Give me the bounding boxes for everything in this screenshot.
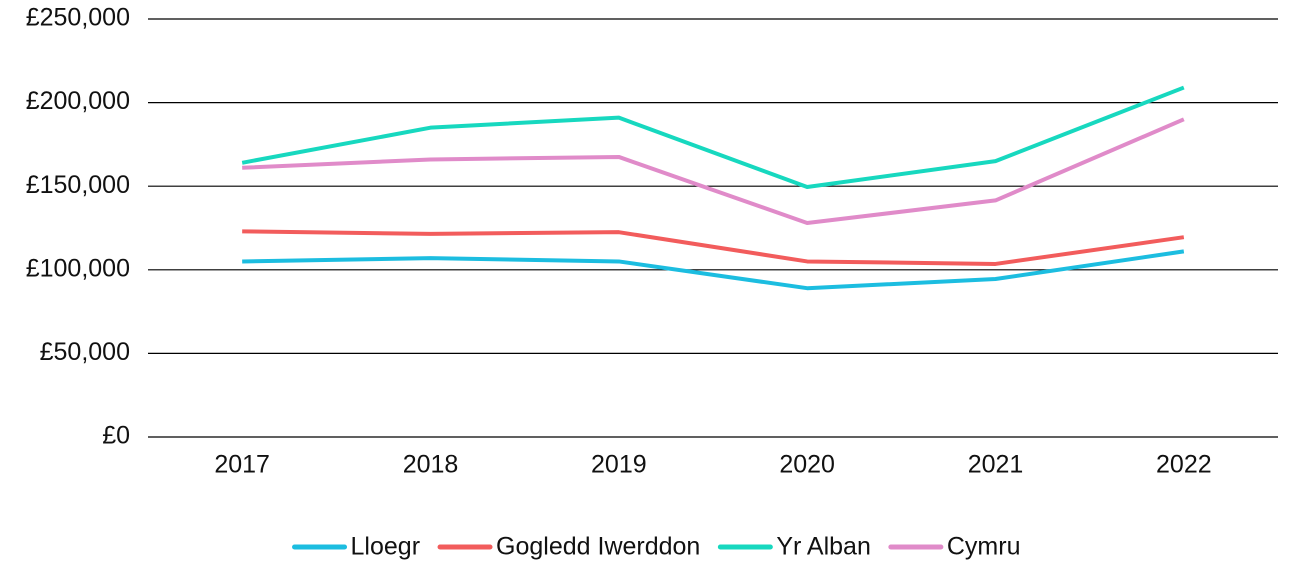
line-series <box>242 229 1185 266</box>
y-tick-label: £100,000 <box>26 254 130 282</box>
line-series <box>242 249 1185 291</box>
x-tick-label: 2022 <box>1156 451 1212 479</box>
legend-label: Gogledd Iwerddon <box>496 533 700 561</box>
y-tick-label: £0 <box>102 422 130 450</box>
line-series <box>242 117 1185 225</box>
line-series <box>241 85 1185 190</box>
x-tick-label: 2018 <box>403 451 459 479</box>
x-tick-label: 2017 <box>214 451 270 479</box>
y-tick-label: £200,000 <box>26 87 130 115</box>
x-tick-label: 2021 <box>968 451 1024 479</box>
legend-label: Yr Alban <box>776 533 871 561</box>
y-tick-label: £50,000 <box>40 338 130 366</box>
legend-label: Cymru <box>947 533 1021 561</box>
legend-label: Lloegr <box>351 533 421 561</box>
y-tick-label: £250,000 <box>26 4 130 32</box>
x-tick-label: 2020 <box>779 451 835 479</box>
y-tick-label: £150,000 <box>26 171 130 199</box>
x-tick-label: 2019 <box>591 451 647 479</box>
